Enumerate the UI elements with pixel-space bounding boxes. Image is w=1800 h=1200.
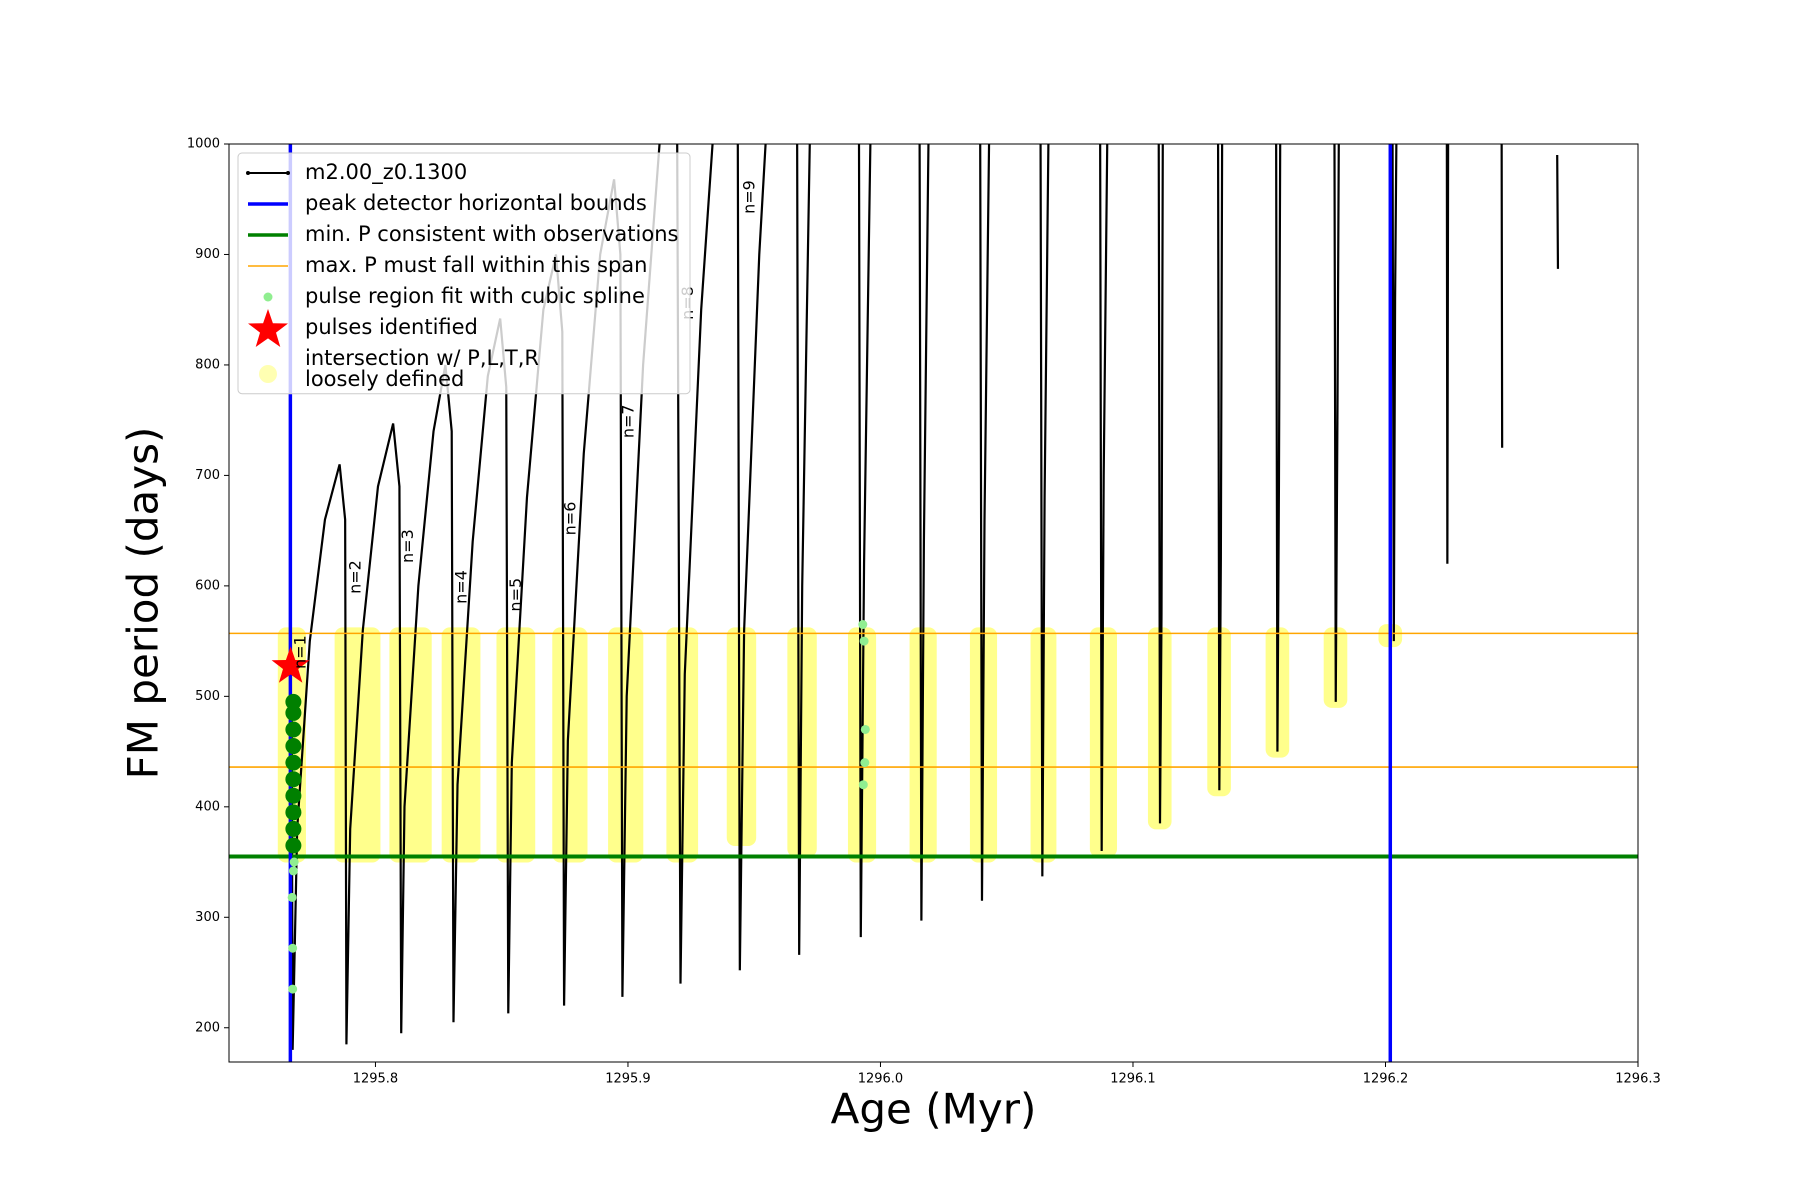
scatter-point (285, 787, 302, 804)
scatter-point (285, 837, 302, 854)
legend-swatch (259, 365, 277, 383)
y-tick-label: 300 (195, 910, 220, 925)
scatter-point (288, 943, 298, 953)
axes-frame (228, 143, 1639, 1063)
scatter-point (288, 866, 298, 876)
scatter-point (860, 724, 870, 734)
legend-label: m2.00_z0.1300 (305, 160, 467, 185)
scatter-point (285, 771, 302, 788)
pulse-annotation: n=7 (619, 404, 638, 438)
pulse-annotation: n=2 (345, 560, 364, 594)
pulse-annotation: n=4 (451, 570, 470, 604)
legend-label: pulse region fit with cubic spline (305, 284, 645, 308)
x-tick-label: 1295.8 (353, 1072, 399, 1087)
pulse-annotation: n=1 (291, 635, 310, 669)
y-tick-label: 500 (195, 689, 220, 704)
scatter-point (285, 804, 302, 821)
scatter-point (285, 738, 302, 755)
scatter-point (289, 857, 299, 867)
x-tick-label: 1296.1 (1110, 1072, 1156, 1087)
intersection-band (496, 627, 536, 863)
scatter-point (285, 704, 302, 721)
x-axis-label: Age (Myr) (831, 1085, 1037, 1134)
y-tick-label: 800 (195, 357, 220, 372)
scatter-point (287, 892, 297, 902)
y-axis-label: FM period (days) (119, 427, 168, 780)
intersection-band (787, 627, 817, 858)
series-line (290, 144, 1560, 1050)
scatter-point (285, 754, 302, 771)
legend-label: intersection w/ P,L,T,R loosely defined (305, 346, 539, 391)
y-tick-label: 1000 (187, 137, 220, 152)
x-tick-label: 1296.2 (1363, 1072, 1409, 1087)
pulse-annotation: n=6 (561, 502, 580, 536)
y-tick-label: 700 (195, 468, 220, 483)
scatter-point (285, 820, 302, 837)
scatter-point (288, 984, 298, 994)
x-tick-label: 1296.0 (858, 1072, 904, 1087)
axes: 1295.8 1295.9 1296.0 1296.1 1296.2 1296.3 200 3… (119, 137, 1661, 1134)
y-tick-label: 900 (195, 247, 220, 262)
y-tick-label: 200 (195, 1020, 220, 1035)
legend-label: min. P consistent with observations (305, 222, 678, 246)
intersection-band (389, 627, 432, 863)
y-tick-label: 400 (195, 799, 220, 814)
intersection-band (666, 627, 699, 863)
intersection-band (334, 627, 381, 863)
scatter-point (285, 721, 302, 738)
legend-label: pulses identified (305, 315, 478, 339)
scatter-point (858, 620, 868, 630)
x-tick-label: 1296.3 (1615, 1072, 1661, 1087)
legend-box (237, 152, 691, 395)
plot-area: n=1n=2n=3n=4n=5n=6n=7n=8n=9 (229, 144, 1638, 1062)
pulse-annotation: n=3 (398, 529, 417, 563)
legend-swatch (246, 171, 250, 175)
legend-label: peak detector horizontal bounds (305, 191, 647, 215)
pulse-annotation: n=9 (740, 180, 759, 214)
x-tick-label: 1295.9 (605, 1072, 651, 1087)
intersection-band (552, 627, 588, 863)
intersection-band (1089, 627, 1118, 858)
legend-label: max. P must fall within this span (305, 253, 647, 277)
intersection-band (726, 627, 757, 846)
y-tick-label: 600 (195, 578, 220, 593)
pulse-star (271, 646, 310, 683)
scatter-point (859, 636, 869, 646)
scatter-point (858, 780, 868, 790)
legend-swatch (248, 309, 288, 347)
scatter-point (860, 758, 870, 768)
legend-swatch (286, 171, 290, 175)
legend-swatch (263, 292, 273, 302)
scatter-point (285, 693, 302, 710)
pulse-annotation: n=5 (506, 578, 525, 612)
